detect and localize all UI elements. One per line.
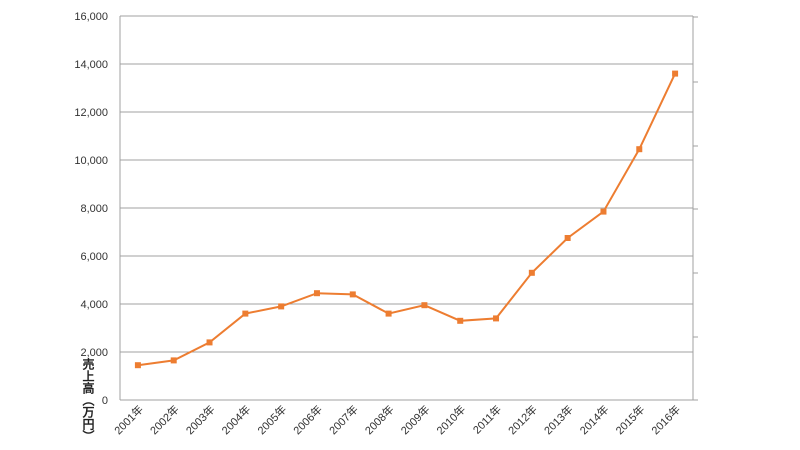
- x-tick-label: 2009年: [398, 402, 433, 437]
- x-tick-label: 2011年: [470, 402, 504, 436]
- data-point: [564, 235, 571, 241]
- data-point: [457, 317, 464, 324]
- y-tick-label: 8,000: [80, 203, 108, 215]
- data-point: [672, 70, 679, 77]
- x-tick-label: 2004年: [218, 402, 253, 437]
- x-tick-label: 2013年: [541, 402, 576, 437]
- series-line: [137, 73, 676, 367]
- y-tick-label: 12,000: [74, 107, 108, 119]
- x-tick-label: 2007年: [326, 402, 361, 437]
- y-axis-title: 売上高（万円）: [81, 357, 95, 442]
- x-tick-label: 2006年: [290, 402, 325, 437]
- data-point: [349, 291, 356, 298]
- y-tick-label: 14,000: [74, 59, 108, 71]
- data-point: [493, 315, 500, 322]
- data-point: [421, 302, 428, 309]
- data-point: [600, 208, 607, 215]
- y-tick-label: 4,000: [80, 299, 108, 311]
- data-point: [278, 303, 285, 310]
- data-point: [313, 290, 320, 297]
- data-point: [134, 362, 141, 369]
- data-point: [170, 357, 177, 364]
- data-point: [528, 269, 535, 276]
- y-tick-label: 0: [102, 395, 108, 407]
- y-tick-label: 2,000: [80, 347, 108, 359]
- x-tick-label: 2002年: [147, 402, 182, 437]
- y-tick-label: 6,000: [80, 251, 108, 263]
- x-tick-label: 2005年: [254, 402, 289, 437]
- data-point: [636, 146, 643, 153]
- x-tick-label: 2014年: [577, 402, 612, 437]
- y-tick-label: 16,000: [74, 11, 108, 23]
- data-point: [206, 339, 213, 346]
- x-tick-label: 2010年: [433, 402, 468, 437]
- x-tick-label: 2001年: [111, 402, 146, 437]
- x-tick-label: 2003年: [183, 402, 218, 437]
- x-tick-label: 2008年: [362, 402, 397, 437]
- data-point: [242, 310, 249, 317]
- x-tick-label: 2015年: [612, 402, 647, 437]
- y-tick-label: 10,000: [74, 155, 108, 167]
- data-point: [385, 310, 392, 317]
- x-tick-label: 2012年: [505, 402, 540, 437]
- right-axis-ticks: [693, 16, 698, 401]
- x-tick-label: 2016年: [648, 402, 683, 437]
